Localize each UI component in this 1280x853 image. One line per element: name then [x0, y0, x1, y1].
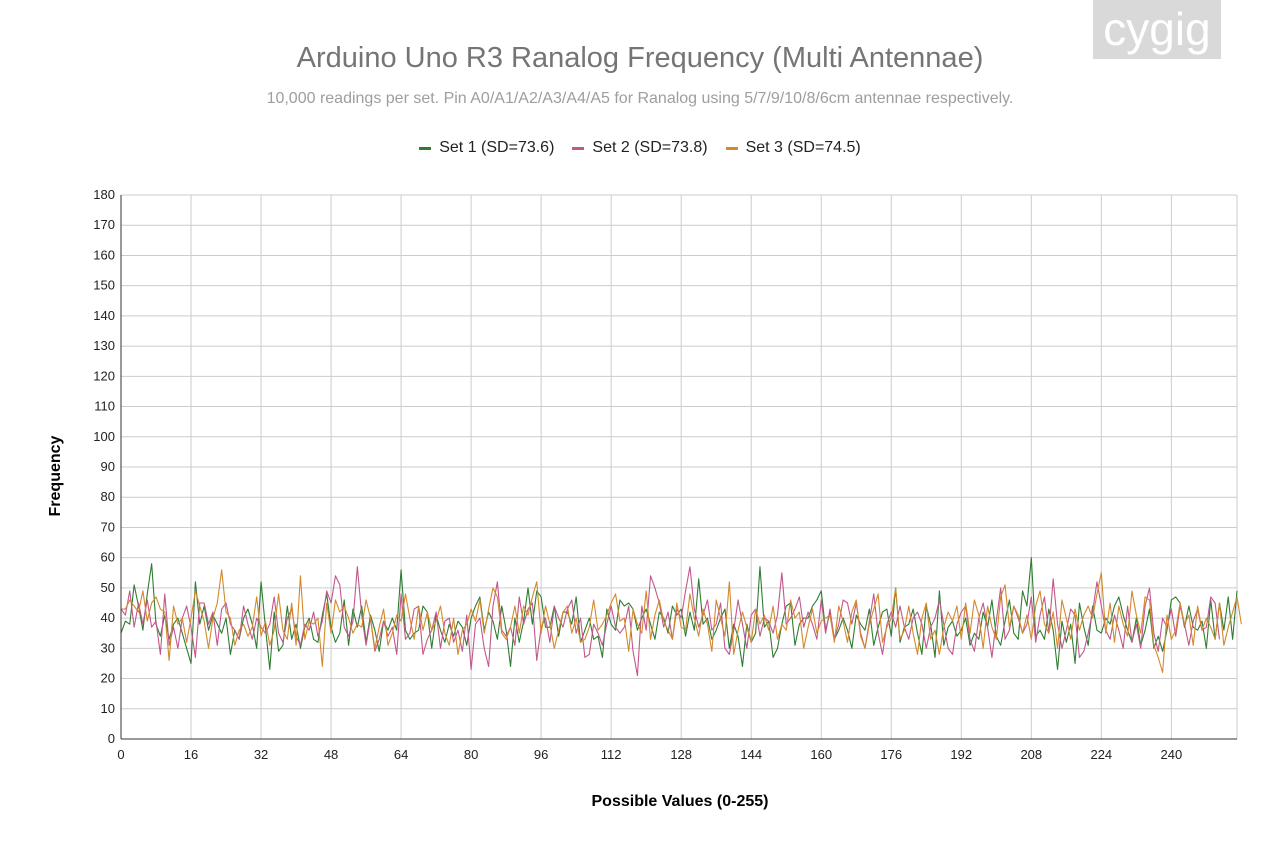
- y-axis-title: Frequency: [47, 435, 64, 516]
- y-tick-label: 180: [93, 187, 115, 202]
- y-tick-label: 90: [101, 459, 115, 474]
- y-tick-label: 100: [93, 429, 115, 444]
- legend-swatch-set-3: [725, 146, 738, 150]
- legend-label-set-2: Set 2 (SD=73.8): [592, 139, 708, 156]
- axes: 0102030405060708090100110120130140150160…: [93, 187, 1237, 762]
- legend-item-set-2: Set 2 (SD=73.8): [572, 139, 708, 157]
- chart-subtitle: 10,000 readings per set. Pin A0/A1/A2/A3…: [266, 90, 1014, 107]
- watermark-logo: cygig: [1093, 0, 1221, 59]
- x-tick-label: 240: [1161, 747, 1183, 762]
- y-tick-label: 150: [93, 278, 115, 293]
- legend-swatch-set-2: [572, 146, 585, 150]
- y-tick-label: 20: [101, 671, 115, 686]
- y-tick-label: 50: [101, 580, 115, 595]
- x-tick-label: 0: [117, 747, 124, 762]
- y-tick-label: 110: [94, 399, 115, 414]
- legend-label-set-3: Set 3 (SD=74.5): [745, 139, 861, 156]
- y-tick-label: 130: [93, 338, 115, 353]
- y-tick-label: 60: [101, 550, 115, 565]
- x-tick-label: 32: [254, 747, 268, 762]
- x-axis-title: Possible Values (0-255): [592, 793, 769, 810]
- grid-lines: [121, 194, 1238, 739]
- y-tick-label: 30: [101, 640, 115, 655]
- series-lines: [120, 557, 1242, 677]
- chart-legend: Set 1 (SD=73.6) Set 2 (SD=73.8) Set 3 (S…: [0, 139, 1280, 157]
- x-tick-label: 144: [740, 747, 762, 762]
- y-tick-label: 80: [101, 489, 115, 504]
- x-tick-label: 176: [880, 747, 902, 762]
- y-tick-label: 160: [93, 247, 115, 262]
- x-tick-label: 128: [670, 747, 692, 762]
- x-tick-label: 16: [184, 747, 198, 762]
- x-tick-label: 112: [601, 747, 622, 762]
- x-tick-label: 208: [1020, 747, 1042, 762]
- legend-item-set-3: Set 3 (SD=74.5): [725, 139, 861, 157]
- x-tick-label: 224: [1090, 747, 1112, 762]
- y-tick-label: 170: [93, 217, 115, 232]
- y-tick-label: 140: [93, 308, 115, 323]
- x-tick-label: 64: [394, 747, 408, 762]
- y-tick-label: 70: [101, 519, 115, 534]
- chart-title: Arduino Uno R3 Ranalog Frequency (Multi …: [296, 42, 984, 74]
- series-line-set-3: [121, 569, 1242, 674]
- y-tick-label: 0: [108, 731, 115, 746]
- y-tick-label: 120: [93, 368, 115, 383]
- x-tick-label: 96: [534, 747, 548, 762]
- x-tick-label: 160: [810, 747, 832, 762]
- x-tick-label: 80: [464, 747, 478, 762]
- legend-item-set-1: Set 1 (SD=73.6): [419, 139, 554, 157]
- legend-swatch-set-1: [419, 146, 432, 150]
- legend-label-set-1: Set 1 (SD=73.6): [439, 139, 555, 156]
- y-tick-label: 10: [101, 701, 115, 716]
- x-tick-label: 192: [950, 747, 972, 762]
- y-tick-label: 40: [101, 610, 115, 625]
- x-tick-label: 48: [324, 747, 338, 762]
